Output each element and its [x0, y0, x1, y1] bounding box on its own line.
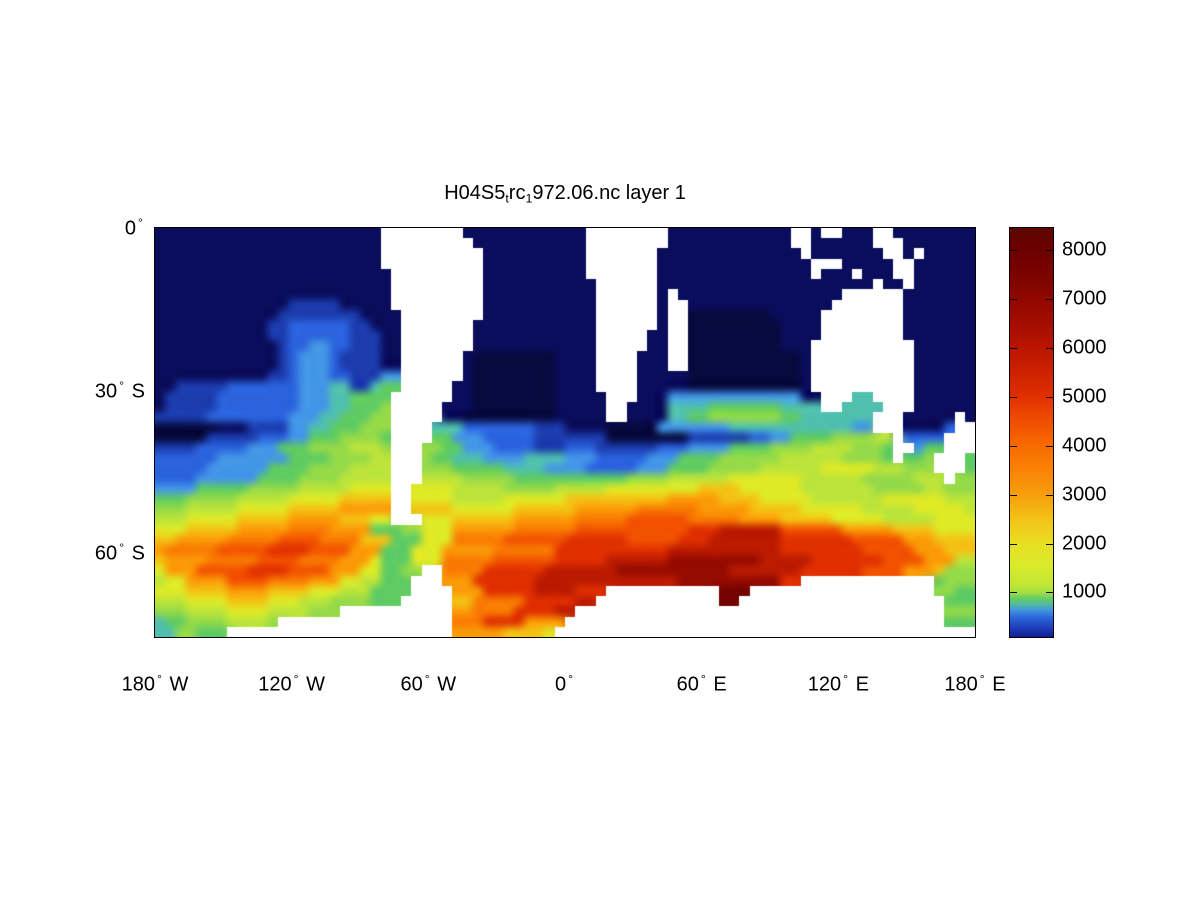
- colorbar-tick-label: 6000: [1062, 336, 1107, 359]
- colorbar-tick: [1046, 494, 1053, 496]
- colorbar-tick-label: 4000: [1062, 434, 1107, 457]
- map-heatmap-canvas: [154, 227, 976, 638]
- colorbar-tick: [1010, 445, 1017, 447]
- colorbar-tick: [1010, 494, 1017, 496]
- title-subscript: t: [505, 191, 509, 206]
- colorbar-tick: [1046, 543, 1053, 545]
- title-text: 972.06.nc layer 1: [532, 182, 686, 204]
- colorbar-tick: [1046, 348, 1053, 350]
- x-tick-label: 120 ° E: [807, 672, 869, 696]
- colorbar-tick: [1046, 396, 1053, 398]
- colorbar-tick-label: 1000: [1062, 580, 1107, 603]
- colorbar-tick: [1010, 396, 1017, 398]
- colorbar-tick: [1046, 250, 1053, 252]
- x-tick-label: 60 ° W: [400, 672, 457, 696]
- y-tick-label: 30 ° S: [94, 378, 145, 403]
- title-subscript: 1: [525, 191, 533, 206]
- colorbar-tick-label: 3000: [1062, 483, 1107, 506]
- colorbar-tick: [1010, 592, 1017, 594]
- colorbar-tick: [1046, 445, 1053, 447]
- colorbar-tick: [1046, 299, 1053, 301]
- x-tick-label: 180 ° W: [121, 672, 189, 696]
- colorbar-tick: [1010, 348, 1017, 350]
- colorbar-tick-label: 2000: [1062, 532, 1107, 555]
- plot-title: H04S5trc1972.06.nc layer 1: [155, 182, 975, 206]
- y-tick-label: 60 ° S: [94, 541, 145, 565]
- x-tick-label: 0 °: [554, 672, 574, 696]
- colorbar-tick: [1046, 592, 1053, 594]
- x-tick-label: 60 ° E: [676, 672, 727, 696]
- colorbar-tick: [1010, 299, 1017, 301]
- colorbar-tick-label: 5000: [1062, 385, 1107, 408]
- colorbar: [1009, 227, 1054, 638]
- x-tick-label: 180 ° E: [944, 672, 1006, 696]
- y-tick-label: 0 °: [124, 215, 143, 240]
- colorbar-tick-label: 7000: [1062, 287, 1107, 310]
- colorbar-tick-label: 8000: [1062, 238, 1107, 261]
- title-text: H04S5: [444, 182, 506, 204]
- colorbar-tick: [1010, 250, 1017, 252]
- x-tick-label: 120 ° W: [258, 672, 326, 696]
- colorbar-tick: [1010, 543, 1017, 545]
- title-text: rc: [508, 182, 526, 204]
